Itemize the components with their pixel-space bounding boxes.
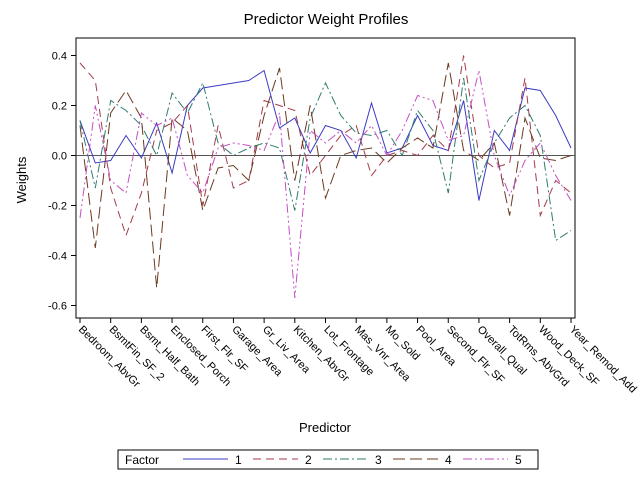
legend-label-5: 5 [515, 453, 522, 467]
legend-label-1: 1 [235, 453, 242, 467]
y-tick-label: -0.4 [48, 251, 67, 263]
y-tick-label: 0.4 [52, 51, 67, 63]
legend-frame [117, 449, 539, 470]
y-tick-label: 0.0 [52, 151, 67, 163]
series-line-2 [79, 55, 572, 238]
legend-items: 1 2 3 4 5 [183, 453, 522, 467]
y-axis-label: Weights [14, 156, 29, 203]
y-tick-label: -0.2 [48, 201, 67, 213]
x-axis-ticks: Bedroom_AbvGrBsmtFin_SF_2Bsmt_Half_BathE… [76, 318, 639, 395]
y-axis-ticks: -0.6 -0.4 -0.2 0.0 0.2 0.4 [48, 51, 76, 313]
legend-label-4: 4 [445, 453, 452, 467]
series-line-5 [79, 70, 572, 299]
x-axis-label: Predictor [299, 420, 352, 435]
chart-title: Predictor Weight Profiles [244, 11, 409, 28]
legend-label-2: 2 [305, 453, 312, 467]
series-line-4 [79, 62, 572, 289]
y-tick-label: -0.6 [48, 301, 67, 313]
legend: Factor 1 2 3 4 5 [117, 449, 539, 470]
y-tick-label: 0.2 [52, 101, 67, 113]
series-line-3 [79, 77, 572, 242]
plot-area-frame [75, 37, 576, 319]
legend-label-3: 3 [375, 453, 382, 467]
series-line-1 [79, 69, 572, 201]
series-layer [79, 55, 572, 299]
legend-title: Factor [125, 453, 159, 467]
